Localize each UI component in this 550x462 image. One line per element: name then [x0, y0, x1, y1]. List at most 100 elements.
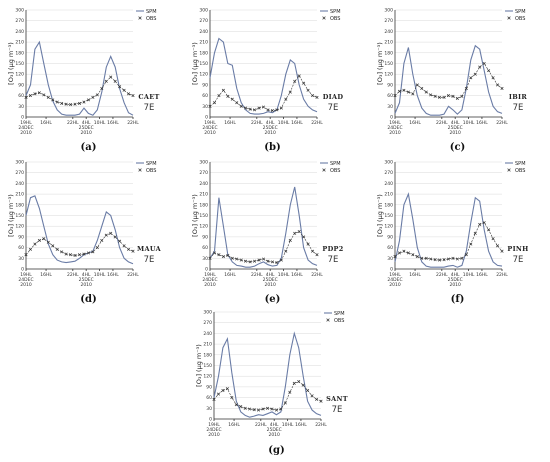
y-tick-label: 30: [18, 104, 24, 110]
obs-marker-stroke: [261, 105, 266, 109]
obs-point: [261, 257, 266, 261]
obs-marker-stroke: [310, 94, 315, 98]
obs-marker-stroke: [104, 233, 108, 237]
y-tick-label: 150: [203, 363, 212, 369]
obs-marker-stroke: [460, 94, 464, 98]
timezone-label: 7E: [513, 103, 524, 113]
obs-point: [438, 258, 442, 262]
y-tick-label: 30: [202, 256, 208, 262]
obs-marker-stroke: [33, 92, 37, 96]
obs-point: [297, 74, 301, 78]
obs-point: [310, 94, 315, 98]
y-tick-label: 240: [199, 181, 208, 187]
obs-marker-stroke: [464, 253, 468, 257]
y-tick-label: 90: [202, 234, 208, 240]
obs-marker-stroke: [248, 260, 252, 264]
obs-point: [253, 108, 257, 112]
obs-marker-stroke: [402, 88, 406, 92]
obs-point: [464, 86, 468, 91]
obs-point: [266, 259, 270, 263]
legend-spm-label: SPM: [146, 9, 157, 15]
obs-marker-stroke: [302, 81, 306, 85]
timezone-label: 7E: [332, 405, 343, 415]
obs-marker-stroke: [82, 100, 86, 104]
obs-marker-stroke: [406, 90, 410, 94]
obs-point: [293, 79, 297, 83]
obs-marker-stroke: [239, 104, 243, 108]
obs-marker-stroke: [495, 244, 500, 248]
obs-point: [208, 104, 212, 108]
x-tick-label: 4HL 25DEC 2010: [448, 272, 463, 288]
obs-point: [279, 106, 283, 110]
obs-point: [252, 408, 256, 412]
chart-svg: 0 30 60 90 120 150 180 210 240 270 300 19HL 24DEC 201…: [195, 310, 348, 439]
obs-marker-stroke: [46, 95, 50, 99]
obs-marker-stroke: [478, 222, 482, 226]
obs-point: [216, 392, 221, 396]
obs-point: [491, 237, 495, 241]
obs-marker-stroke: [402, 249, 406, 253]
y-tick-label: 180: [384, 202, 393, 208]
legend-spm-label: SPM: [515, 161, 526, 167]
obs-marker-stroke: [306, 242, 310, 246]
obs-marker-stroke: [86, 251, 90, 255]
x-tick-label: 4HL 25DEC 2010: [448, 120, 463, 136]
obs-marker-stroke: [442, 258, 446, 262]
series-spm-line: [394, 44, 503, 116]
obs-marker-stroke: [411, 253, 415, 257]
obs-marker-stroke: [451, 256, 455, 260]
obs-marker-stroke: [257, 408, 261, 412]
station-label: DIAD: [323, 93, 344, 101]
obs-point: [225, 387, 229, 391]
y-tick-label: 180: [203, 352, 212, 358]
obs-marker-stroke: [302, 235, 306, 239]
obs-point: [51, 98, 55, 102]
obs-marker-stroke: [55, 247, 59, 251]
obs-marker-stroke: [469, 76, 473, 80]
obs-marker-stroke: [433, 94, 437, 98]
obs-point: [82, 252, 86, 256]
y-tick-label: 300: [199, 8, 208, 14]
obs-marker-stroke: [406, 251, 410, 255]
y-tick-label: 0: [21, 267, 24, 273]
obs-point: [261, 105, 266, 109]
y-tick-label: 210: [199, 192, 208, 198]
obs-point: [460, 256, 464, 260]
y-tick-label: 90: [387, 82, 393, 88]
y-tick-label: 270: [384, 170, 393, 176]
obs-point: [424, 90, 428, 94]
obs-marker-stroke: [288, 238, 292, 243]
obs-marker-stroke: [297, 230, 301, 234]
chart-panel-a: 0 30 60 90 120 150 180 210 240 270 300 19HL 24DEC 201…: [6, 4, 171, 139]
obs-point: [235, 257, 239, 261]
obs-point: [302, 235, 306, 239]
chart-panel-d: 0 30 60 90 120 150 180 210 240 270 300 19HL 24DEC 201…: [6, 156, 171, 291]
y-tick-label: 300: [384, 8, 393, 14]
obs-marker-stroke: [37, 91, 41, 95]
legend-obs-label: OBS: [146, 168, 156, 174]
obs-marker-stroke: [429, 93, 433, 97]
obs-point: [73, 102, 77, 106]
obs-marker-stroke: [100, 86, 104, 91]
obs-marker-stroke: [314, 397, 319, 401]
obs-marker-stroke: [284, 249, 288, 253]
y-tick-label: 150: [15, 61, 24, 67]
obs-marker-stroke: [77, 101, 82, 105]
x-tick-label: 16HL: [295, 422, 307, 428]
obs-point: [212, 251, 217, 255]
obs-point: [429, 93, 433, 97]
obs-point: [212, 397, 216, 401]
obs-marker-stroke: [86, 98, 90, 102]
series-obs-line: [394, 222, 503, 261]
obs-point: [64, 102, 68, 106]
y-tick-label: 120: [15, 224, 24, 230]
legend-obs-label: OBS: [515, 168, 525, 174]
obs-point: [424, 256, 428, 260]
legend-obs-swatch: [138, 168, 142, 172]
obs-marker-stroke: [28, 94, 33, 98]
obs-point: [301, 383, 305, 387]
y-axis-label: [O₃] (μg m⁻³): [195, 344, 203, 387]
obs-marker-stroke: [442, 95, 446, 99]
obs-point: [95, 246, 99, 250]
obs-marker-stroke: [55, 100, 59, 104]
